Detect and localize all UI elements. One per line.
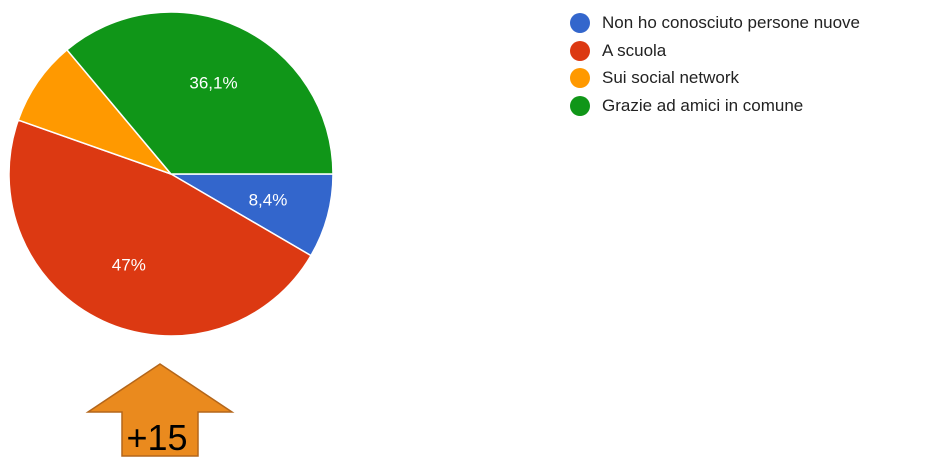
legend-item-a-scuola[interactable]: A scuola [570,38,860,64]
slice-percentage-label: 8,4% [249,191,288,210]
arrow-shape [85,363,235,457]
legend-item-sui-social-network[interactable]: Sui social network [570,65,860,91]
slice-a-scuola[interactable] [8,119,312,337]
legend-label: A scuola [602,40,667,60]
legend-swatch-green [570,95,590,116]
slice-sui-social-network[interactable] [17,48,174,176]
legend-swatch-orange [570,68,590,88]
slice-percentage-label: 47% [112,256,146,275]
up-arrow-icon [85,363,235,457]
legend-label: Grazie ad amici in comune [602,95,804,115]
legend-swatch-red [570,40,590,61]
slice-percentage-label: 36,1% [189,73,237,92]
legend-swatch-blue [570,13,590,33]
legend-item-non-ho-conosciuto[interactable]: Non ho conosciuto persone nuove [570,10,860,36]
chart-legend: Non ho conosciuto persone nuove A scuola… [570,10,860,120]
legend-label: Non ho conosciuto persone nuove [602,13,861,32]
legend-label: Sui social network [602,68,740,87]
pie-chart: 8,4% 47% 36,1% [8,11,334,337]
arrow-annotation-text: +15 [126,417,188,458]
slice-grazie-ad-amici[interactable] [65,11,334,175]
legend-item-grazie-ad-amici[interactable]: Grazie ad amici in comune [570,93,860,119]
slice-non-ho-conosciuto[interactable] [168,173,334,257]
